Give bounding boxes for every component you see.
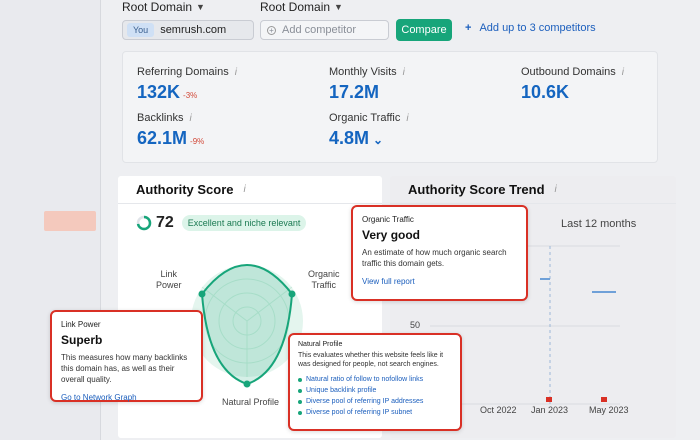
- compare-button[interactable]: Compare: [396, 19, 452, 41]
- card-title: Authority Score Trend: [408, 182, 545, 197]
- metric-backlinks[interactable]: Backlinks i 62.1M -9%: [137, 112, 204, 149]
- domain-value: semrush.com: [160, 24, 227, 36]
- info-icon[interactable]: i: [621, 66, 625, 78]
- your-domain-field[interactable]: You semrush.com: [122, 20, 254, 40]
- radar-label-organic-traffic: Organic Traffic: [308, 269, 340, 291]
- go-to-network-graph-link[interactable]: Go to Network Graph: [61, 393, 137, 402]
- root-domain-label-2: Root Domain: [260, 0, 331, 14]
- metric-label: Backlinks: [137, 112, 184, 124]
- root-domain-dropdown-1[interactable]: Root Domain ▼: [122, 0, 205, 14]
- view-full-report-link[interactable]: View full report: [362, 277, 415, 286]
- tooltip-kicker: Link Power: [61, 320, 101, 329]
- radar-axis: [201, 286, 248, 322]
- radar-point-organic-traffic[interactable]: [288, 290, 296, 298]
- info-icon[interactable]: i: [402, 66, 405, 78]
- event-flag[interactable]: [601, 397, 607, 402]
- info-icon[interactable]: i: [243, 184, 246, 195]
- info-icon[interactable]: i: [554, 184, 557, 195]
- competitor-placeholder: Add competitor: [282, 24, 356, 36]
- x-axis-label: May 2023: [589, 405, 629, 415]
- natural-profile-tooltip: Natural Profile This evaluates whether t…: [288, 333, 462, 431]
- metric-label: Outbound Domains: [521, 66, 616, 78]
- info-icon[interactable]: i: [189, 112, 192, 124]
- list-item[interactable]: Diverse pool of referring IP addresses: [298, 398, 452, 405]
- list-item[interactable]: Natural ratio of follow to nofollow link…: [298, 376, 452, 383]
- radar-label-text: Natural Profile: [222, 397, 280, 407]
- radar-point-link-power[interactable]: [198, 290, 206, 298]
- list-item-label: Diverse pool of referring IP addresses: [306, 398, 424, 405]
- metric-label: Monthly Visits: [329, 66, 397, 78]
- authority-radar-chart: [191, 264, 303, 388]
- metric-change: -3%: [183, 91, 198, 100]
- add-competitors-link[interactable]: + Add up to 3 competitors: [465, 22, 596, 34]
- metric-label: Organic Traffic: [329, 112, 401, 124]
- tooltip-rating: Very good: [362, 228, 421, 242]
- tooltip-description: This measures how many backlinks this do…: [61, 353, 188, 384]
- metric-referring-domains[interactable]: Referring Domains i 132K -3%: [137, 66, 237, 103]
- authority-score-value: 72: [156, 214, 174, 231]
- radar-point-natural-profile[interactable]: [243, 380, 251, 388]
- green-dot-icon: [298, 388, 302, 393]
- metric-organic-traffic[interactable]: Organic Traffic i 4.8M ⌄: [329, 112, 409, 149]
- tooltip-kicker: Natural Profile: [298, 341, 343, 348]
- radar-label-natural-profile: Natural Profile: [222, 397, 279, 408]
- metric-monthly-visits[interactable]: Monthly Visits i 17.2M: [329, 66, 405, 103]
- tooltip-description: This evaluates whether this website feel…: [298, 352, 444, 368]
- green-dot-icon: [298, 377, 302, 382]
- domain-compare-bar: Root Domain ▼ Root Domain ▼ You semrush.…: [122, 0, 682, 48]
- metric-value[interactable]: 10.6K: [521, 82, 570, 102]
- radar-label-link-power: Link Power: [156, 269, 182, 291]
- divider: [390, 203, 676, 204]
- chevron-down-icon[interactable]: ⌄: [373, 133, 384, 147]
- green-dot-icon: [298, 410, 302, 415]
- metric-value[interactable]: 132K: [137, 82, 181, 102]
- list-item[interactable]: Diverse pool of referring IP subnet: [298, 409, 452, 416]
- root-domain-dropdown-2[interactable]: Root Domain ▼: [260, 0, 343, 14]
- metric-change: -9%: [190, 137, 205, 146]
- chevron-down-icon: ▼: [334, 2, 343, 12]
- radar-label-text: Link Power: [156, 269, 182, 290]
- metric-outbound-domains[interactable]: Outbound Domains i 10.6K: [521, 66, 624, 103]
- divider: [118, 203, 382, 204]
- link-power-tooltip: Link Power Superb This measures how many…: [50, 310, 203, 402]
- you-badge: You: [127, 23, 155, 37]
- metrics-panel: Referring Domains i 132K -3% Backlinks i 62…: [122, 51, 658, 163]
- green-dot-icon: [298, 399, 302, 404]
- add-circle-icon: +: [267, 25, 276, 35]
- add-competitors-label: Add up to 3 competitors: [479, 22, 596, 34]
- radar-axis: [246, 286, 293, 322]
- list-item[interactable]: Unique backlink profile: [298, 387, 452, 394]
- x-axis-label: Jan 2023: [531, 405, 569, 415]
- y-axis-label: 50: [410, 320, 421, 330]
- chevron-down-icon: ▼: [196, 2, 205, 12]
- tooltip-rating: Superb: [61, 333, 103, 347]
- tooltip-description: An estimate of how much organic search t…: [362, 248, 507, 268]
- score-ring-icon: [136, 215, 152, 231]
- tooltip-kicker: Organic Traffic: [362, 215, 414, 224]
- metric-label: Referring Domains: [137, 66, 229, 78]
- x-axis-label: Oct 2022: [480, 405, 517, 415]
- list-item-label: Diverse pool of referring IP subnet: [306, 409, 413, 416]
- info-icon[interactable]: i: [234, 66, 237, 78]
- period-selector[interactable]: Last 12 months: [561, 218, 637, 230]
- sidebar-divider: [100, 0, 101, 440]
- list-item-label: Unique backlink profile: [306, 387, 377, 394]
- organic-traffic-tooltip: Organic Traffic Very good An estimate of…: [351, 205, 528, 301]
- list-item-label: Natural ratio of follow to nofollow link…: [306, 376, 424, 383]
- event-flag[interactable]: [546, 397, 552, 402]
- metric-value[interactable]: 4.8M: [329, 128, 370, 148]
- radar-shape: [200, 264, 294, 386]
- plus-icon: +: [465, 22, 472, 34]
- natural-profile-list: Natural ratio of follow to nofollow link…: [298, 376, 452, 416]
- root-domain-label-1: Root Domain: [122, 0, 193, 14]
- radar-label-text: Organic Traffic: [308, 269, 340, 290]
- card-title: Authority Score: [136, 182, 234, 197]
- sidebar-highlight: [44, 211, 96, 231]
- metric-value[interactable]: 17.2M: [329, 82, 380, 102]
- score-quality-badge: Excellent and niche relevant: [181, 215, 307, 231]
- competitor-input[interactable]: + Add competitor: [260, 20, 389, 40]
- info-icon[interactable]: i: [406, 112, 409, 124]
- metric-value[interactable]: 62.1M: [137, 128, 188, 148]
